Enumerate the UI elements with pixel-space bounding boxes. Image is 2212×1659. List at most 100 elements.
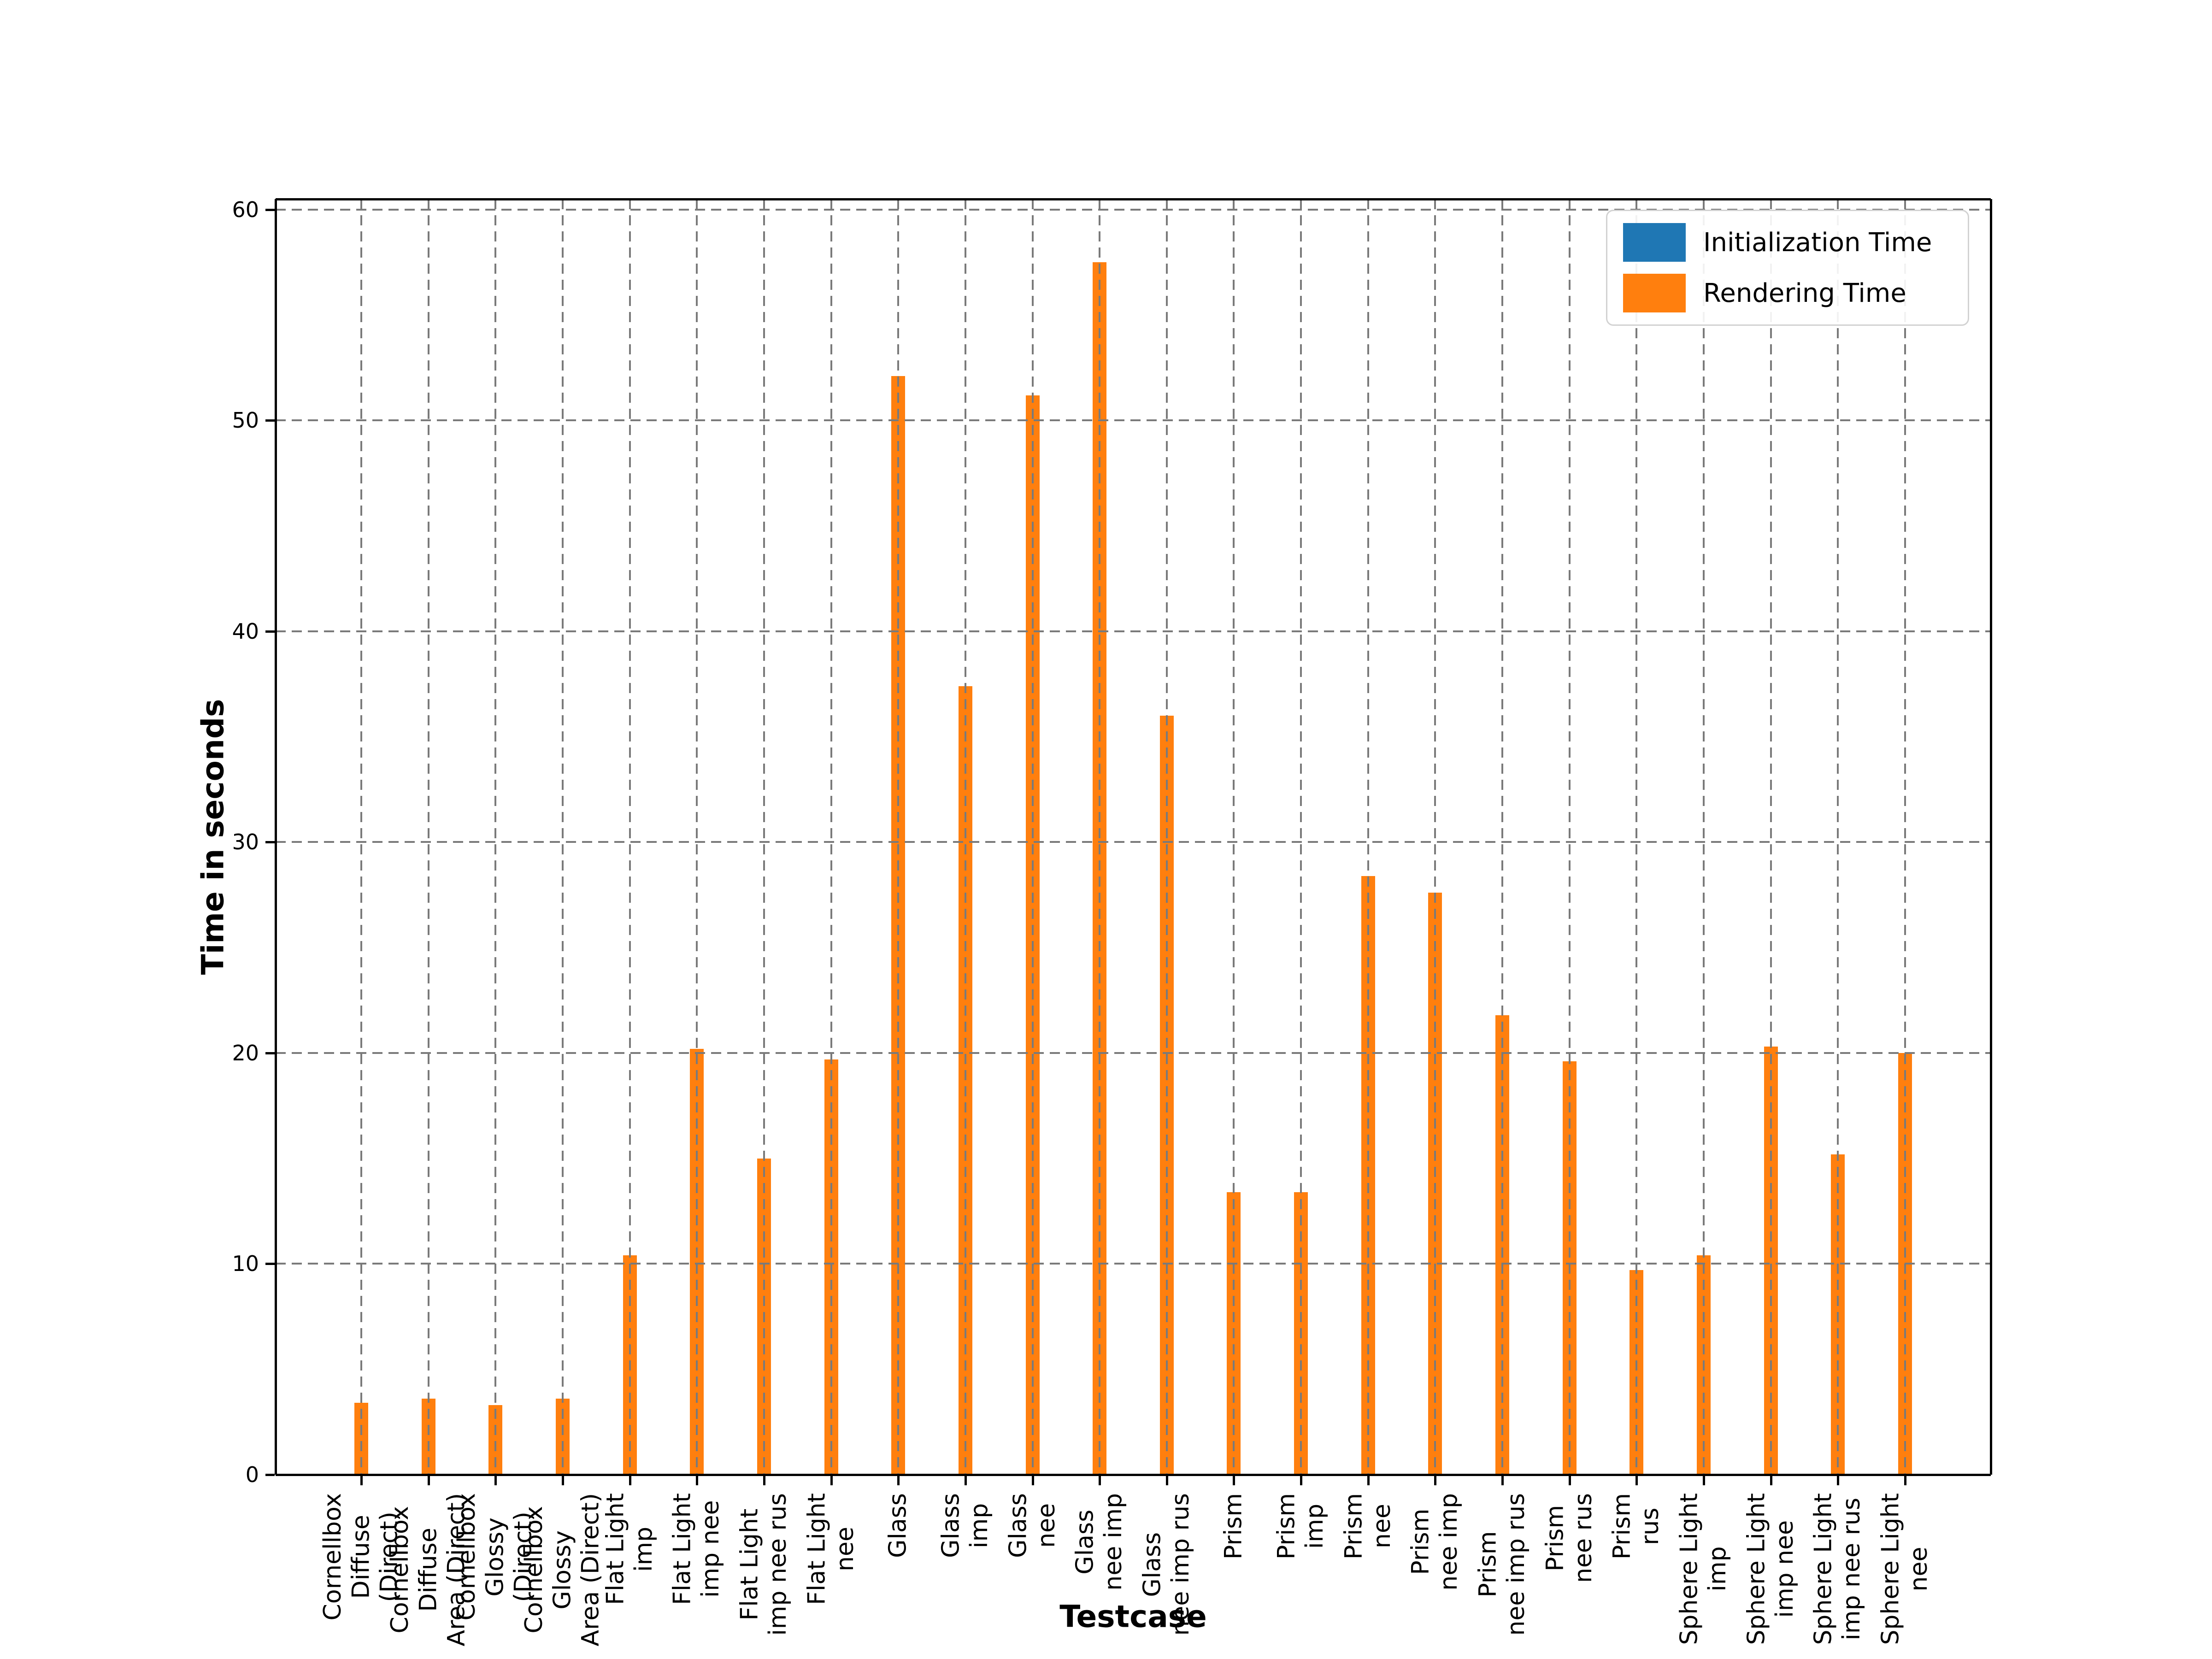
x-tick xyxy=(1165,1476,1168,1485)
legend: Initialization Time Rendering Time xyxy=(1606,210,1969,326)
spine-top xyxy=(276,198,1991,200)
x-gridline xyxy=(1568,199,1571,1475)
x-tick-label: Sphere Light imp xyxy=(1675,1493,1732,1645)
y-gridline-30 xyxy=(276,841,1991,843)
x-gridline xyxy=(1904,199,1906,1475)
x-tick xyxy=(561,1476,564,1485)
x-gridline xyxy=(830,199,832,1475)
x-tick-label: Sphere Light nee xyxy=(1877,1493,1933,1645)
y-gridline-10 xyxy=(276,1263,1991,1265)
x-gridline xyxy=(1031,199,1034,1475)
x-gridline xyxy=(1770,199,1772,1475)
x-tick xyxy=(1837,1476,1840,1485)
x-tick xyxy=(1367,1476,1370,1485)
x-gridline xyxy=(494,199,497,1475)
y-gridline-20 xyxy=(276,1052,1991,1054)
x-tick xyxy=(427,1476,430,1485)
x-gridline xyxy=(427,199,429,1475)
x-tick xyxy=(964,1476,967,1485)
x-gridline xyxy=(1300,199,1302,1475)
x-tick xyxy=(1635,1476,1638,1485)
y-tick-label: 40 xyxy=(232,618,259,644)
x-gridline xyxy=(763,199,765,1475)
y-gridline-60 xyxy=(276,208,1991,211)
spine-bottom xyxy=(276,1474,1991,1476)
y-gridline-50 xyxy=(276,419,1991,422)
x-gridline xyxy=(1703,199,1705,1475)
x-gridline xyxy=(1434,199,1436,1475)
x-gridline xyxy=(696,199,698,1475)
x-gridline xyxy=(1099,199,1101,1475)
x-tick-label: Flat Light imp nee xyxy=(668,1493,725,1605)
x-gridline xyxy=(964,199,966,1475)
y-tick-label: 60 xyxy=(232,197,259,222)
x-tick xyxy=(1031,1476,1034,1485)
legend-item-rendering-time: Rendering Time xyxy=(1623,274,1952,312)
x-tick xyxy=(1300,1476,1303,1485)
y-tick-label: 50 xyxy=(232,408,259,433)
x-gridline xyxy=(1501,199,1504,1475)
legend-swatch-initialization-time-icon xyxy=(1623,223,1686,262)
x-tick-label: Prism nee imp xyxy=(1407,1493,1463,1591)
x-gridline xyxy=(1233,199,1235,1475)
x-tick xyxy=(897,1476,900,1485)
legend-label: Rendering Time xyxy=(1703,278,1906,308)
x-tick-label: Glass imp xyxy=(937,1493,993,1558)
x-tick xyxy=(360,1476,363,1485)
y-axis-label: Time in seconds xyxy=(195,699,231,975)
x-gridline xyxy=(360,199,362,1475)
y-tick xyxy=(265,419,275,422)
y-tick xyxy=(265,1474,275,1476)
x-tick-label: Flat Light nee xyxy=(803,1493,859,1605)
x-tick-label: Cornellbox Glossy Area (Direct) xyxy=(520,1493,605,1647)
x-tick xyxy=(1568,1476,1571,1485)
x-tick-label: Flat Light imp nee rus xyxy=(735,1493,792,1636)
x-tick xyxy=(1501,1476,1504,1485)
x-tick xyxy=(1770,1476,1772,1485)
y-tick-label: 30 xyxy=(232,830,259,855)
y-tick xyxy=(265,1263,275,1265)
legend-item-initialization-time: Initialization Time xyxy=(1623,223,1952,262)
y-gridline-40 xyxy=(276,630,1991,632)
y-tick-label: 20 xyxy=(232,1040,259,1065)
x-gridline xyxy=(1367,199,1369,1475)
x-tick-label: Glass nee imp xyxy=(1071,1493,1128,1591)
y-tick xyxy=(265,630,275,633)
x-tick xyxy=(763,1476,765,1485)
legend-swatch-rendering-time-icon xyxy=(1623,274,1686,312)
x-tick-label: Glass nee xyxy=(1004,1493,1060,1558)
x-gridline xyxy=(561,199,564,1475)
x-tick xyxy=(1233,1476,1235,1485)
x-tick xyxy=(629,1476,631,1485)
x-tick xyxy=(1703,1476,1706,1485)
x-tick-label: Prism xyxy=(1219,1493,1247,1560)
x-gridline xyxy=(629,199,631,1475)
spine-right xyxy=(1990,199,1992,1475)
x-tick-label: Prism nee xyxy=(1340,1493,1396,1560)
x-tick xyxy=(830,1476,833,1485)
x-tick xyxy=(1434,1476,1437,1485)
x-gridline xyxy=(1635,199,1638,1475)
x-tick-label: Sphere Light imp nee rus xyxy=(1809,1493,1866,1645)
y-tick xyxy=(265,841,275,844)
y-tick-label: 10 xyxy=(232,1251,259,1277)
x-tick-label: Prism rus xyxy=(1608,1493,1665,1560)
y-tick-label: 0 xyxy=(245,1462,259,1487)
plot-area xyxy=(275,198,1992,1476)
x-tick-label: Prism nee rus xyxy=(1541,1493,1597,1583)
x-tick-label: Flat Light imp xyxy=(601,1493,658,1605)
x-axis-label: Testcase xyxy=(1059,1599,1207,1635)
spine-left xyxy=(275,199,277,1475)
x-tick-label: Sphere Light imp nee xyxy=(1742,1493,1799,1645)
x-gridline xyxy=(897,199,900,1475)
x-gridline xyxy=(1165,199,1168,1475)
x-tick xyxy=(494,1476,497,1485)
y-tick xyxy=(265,1052,275,1054)
legend-label: Initialization Time xyxy=(1703,227,1932,258)
x-tick xyxy=(1904,1476,1906,1485)
y-tick xyxy=(265,208,275,211)
x-tick-label: Glass xyxy=(884,1493,912,1558)
x-gridline xyxy=(1837,199,1839,1475)
x-tick xyxy=(1099,1476,1101,1485)
